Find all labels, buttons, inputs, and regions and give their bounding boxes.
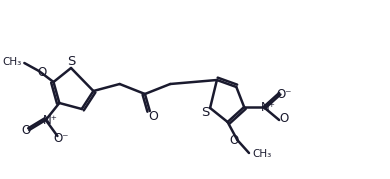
Text: O: O — [22, 125, 31, 137]
Text: CH₃: CH₃ — [2, 57, 21, 67]
Text: O: O — [230, 134, 239, 147]
Text: N⁺: N⁺ — [43, 115, 58, 127]
Text: S: S — [67, 54, 75, 67]
Text: S: S — [201, 105, 209, 118]
Text: O: O — [149, 110, 159, 124]
Text: O⁻: O⁻ — [53, 132, 69, 144]
Text: O⁻: O⁻ — [276, 88, 292, 100]
Text: O: O — [279, 112, 289, 125]
Text: N⁺: N⁺ — [261, 100, 276, 113]
Text: O: O — [37, 66, 46, 79]
Text: CH₃: CH₃ — [252, 149, 271, 159]
